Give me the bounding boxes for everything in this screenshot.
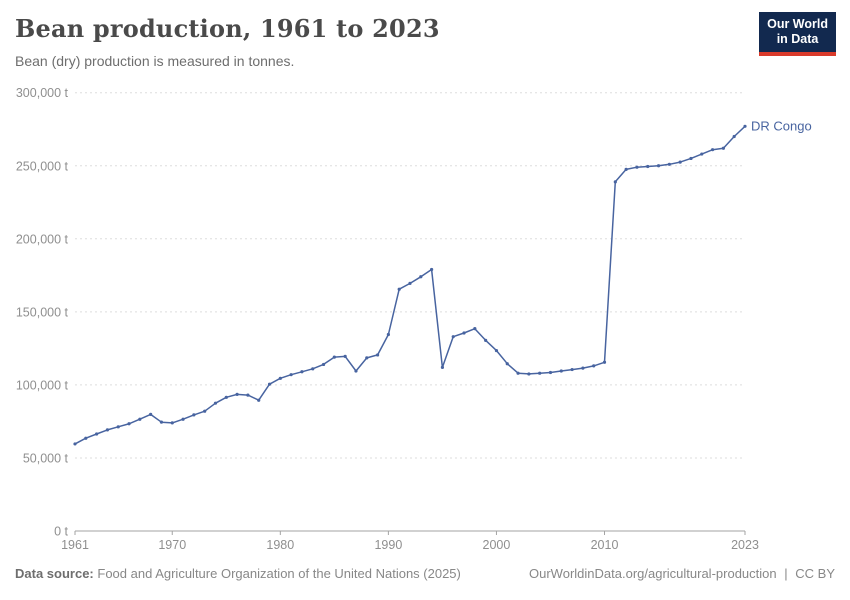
data-point[interactable] — [278, 376, 282, 380]
data-point[interactable] — [527, 372, 531, 376]
data-point[interactable] — [732, 134, 736, 139]
data-point[interactable] — [354, 369, 358, 373]
data-point[interactable] — [116, 425, 120, 429]
x-axis-tick-label: 1970 — [158, 538, 186, 552]
data-point[interactable] — [321, 362, 326, 367]
data-point[interactable] — [203, 409, 207, 413]
data-point[interactable] — [192, 413, 196, 417]
x-axis-tick-label: 2000 — [483, 538, 511, 552]
owid-logo[interactable]: Our World in Data — [759, 12, 836, 56]
x-axis-tick-label: 1980 — [266, 538, 294, 552]
data-point[interactable] — [635, 165, 639, 169]
x-axis-tick-label: 1990 — [374, 538, 402, 552]
data-point[interactable] — [224, 395, 228, 399]
data-point[interactable] — [430, 267, 434, 272]
data-point[interactable] — [581, 366, 585, 370]
data-point[interactable] — [73, 442, 77, 446]
data-point[interactable] — [127, 422, 131, 426]
y-axis-tick-label: 0 t — [54, 525, 68, 539]
data-point[interactable] — [181, 417, 185, 421]
data-point[interactable] — [700, 152, 704, 156]
data-point[interactable] — [159, 420, 164, 424]
series-entity-label[interactable]: DR Congo — [751, 118, 812, 133]
y-axis-tick-label: 250,000 t — [16, 159, 69, 173]
license-link[interactable]: CC BY — [795, 566, 835, 581]
data-point[interactable] — [397, 287, 401, 291]
data-point[interactable] — [235, 392, 239, 396]
data-point[interactable] — [484, 338, 488, 342]
y-axis-tick-label: 150,000 t — [16, 305, 69, 319]
data-point[interactable] — [516, 371, 520, 375]
data-point[interactable] — [743, 124, 747, 128]
x-axis-tick-label: 2010 — [591, 538, 619, 552]
data-point[interactable] — [213, 401, 218, 405]
data-point[interactable] — [170, 421, 174, 425]
data-point[interactable] — [505, 362, 509, 366]
y-axis-tick-label: 300,000 t — [16, 86, 69, 100]
data-point[interactable] — [267, 382, 272, 386]
data-point[interactable] — [602, 360, 607, 364]
chart-footer: Data source: Food and Agriculture Organi… — [15, 566, 835, 581]
data-point[interactable] — [84, 436, 88, 440]
data-point[interactable] — [462, 331, 466, 335]
data-point[interactable] — [300, 370, 304, 374]
data-point[interactable] — [494, 348, 499, 353]
data-source-label: Data source: — [15, 566, 94, 581]
data-point[interactable] — [613, 180, 617, 184]
data-point[interactable] — [246, 393, 250, 397]
data-point[interactable] — [149, 412, 153, 417]
data-point[interactable] — [343, 354, 347, 359]
data-point[interactable] — [408, 281, 412, 285]
data-point[interactable] — [375, 353, 380, 357]
y-axis-tick-label: 200,000 t — [16, 232, 69, 246]
data-point[interactable] — [624, 167, 628, 172]
footer-links: OurWorldinData.org/agricultural-producti… — [525, 566, 835, 581]
data-point[interactable] — [440, 365, 445, 369]
data-point[interactable] — [678, 160, 682, 164]
y-axis-tick-label: 50,000 t — [23, 451, 69, 465]
data-point[interactable] — [95, 432, 99, 436]
y-axis-tick-label: 100,000 t — [16, 378, 69, 392]
owid-logo-line2: in Data — [776, 32, 819, 46]
data-point[interactable] — [721, 146, 725, 150]
data-point[interactable] — [538, 371, 542, 375]
data-line-dr-congo[interactable] — [74, 125, 746, 445]
data-point[interactable] — [656, 164, 661, 168]
data-point[interactable] — [451, 335, 455, 339]
data-point[interactable] — [332, 355, 336, 359]
data-point[interactable] — [365, 356, 369, 360]
x-axis-tick-label: 1961 — [61, 538, 89, 552]
data-source-text: Food and Agriculture Organization of the… — [97, 566, 461, 581]
data-point[interactable] — [646, 164, 650, 169]
data-point[interactable] — [667, 162, 671, 166]
data-point[interactable] — [419, 275, 423, 279]
data-point[interactable] — [689, 156, 693, 161]
data-point[interactable] — [311, 367, 315, 371]
data-point[interactable] — [559, 369, 563, 373]
line-chart-plot-area[interactable]: 0 t 50,000 t 100,000 t 150,000 t 200,000 t 25… — [0, 80, 850, 555]
data-point[interactable] — [105, 428, 110, 432]
data-point[interactable] — [257, 398, 261, 402]
page-title: Bean production, 1961 to 2023 — [15, 14, 440, 43]
footer-separator: | — [784, 566, 788, 581]
owid-url-link[interactable]: OurWorldinData.org/agricultural-producti… — [529, 566, 777, 581]
data-point[interactable] — [548, 370, 553, 375]
data-point[interactable] — [289, 373, 293, 377]
data-point[interactable] — [570, 367, 574, 372]
data-point[interactable] — [710, 148, 715, 152]
owid-logo-line1: Our World — [767, 17, 828, 31]
data-point[interactable] — [473, 327, 477, 331]
data-point[interactable] — [592, 364, 596, 368]
data-source-note: Data source: Food and Agriculture Organi… — [15, 566, 461, 581]
data-point[interactable] — [138, 417, 142, 421]
chart-subtitle: Bean (dry) production is measured in ton… — [15, 53, 295, 69]
data-point[interactable] — [386, 332, 390, 337]
x-axis-tick-label: 2023 — [731, 538, 759, 552]
